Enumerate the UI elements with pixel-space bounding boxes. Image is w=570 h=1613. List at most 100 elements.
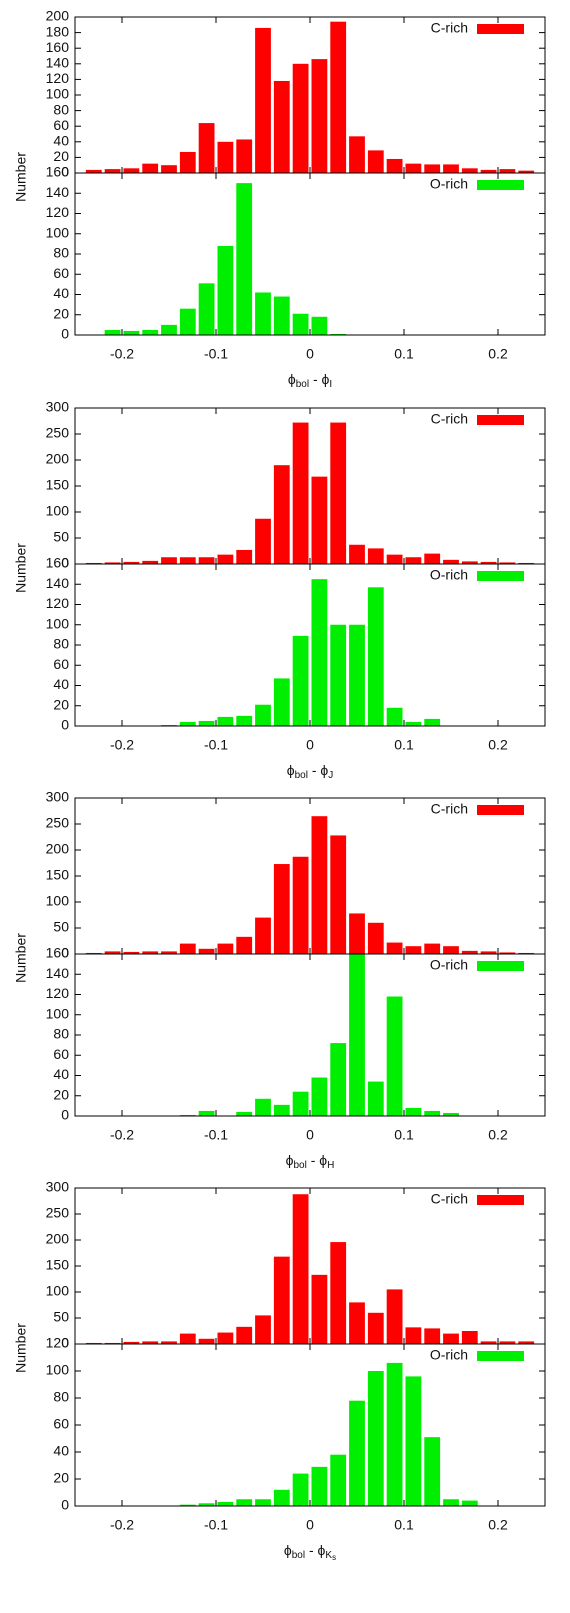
x-axis-label-part: s [332,1553,336,1562]
legend-swatch [477,180,524,190]
y-tick-label: 140 [46,575,70,591]
legend-swatch [477,415,524,425]
bars [179,954,459,1116]
x-tick-label: 0 [306,1517,314,1533]
bar [236,1326,253,1344]
bar [85,562,102,564]
legend-swatch [477,1195,524,1205]
bar [104,169,121,173]
bar [349,544,365,564]
legend-label: C-rich [431,801,468,817]
bar [255,518,271,564]
y-tick-label: 20 [53,696,69,712]
bar [367,922,384,954]
bar [104,1342,121,1344]
bar [518,952,535,954]
bar [142,951,159,954]
bar [273,1256,290,1344]
bar [179,557,196,564]
bar [161,557,177,564]
bar [311,579,328,726]
bar [292,1091,309,1116]
bar [386,707,403,726]
x-tick-label: 0.2 [488,1127,508,1143]
y-tick-label: 160 [46,555,70,571]
bar [424,164,441,173]
y-tick-label: 140 [46,184,70,200]
y-tick-label: 150 [46,867,70,883]
x-axis-label: ϕbol - ϕI [288,371,332,390]
y-tick-label: 0 [61,326,69,342]
y-tick-label: 0 [61,164,69,180]
plot-frame [74,563,546,727]
plot-frame [74,953,546,1117]
bar [292,63,309,173]
bar [236,1499,253,1506]
bar [273,1489,290,1506]
bar [499,952,516,954]
bar [443,164,459,173]
y-tick-label: 0 [61,945,69,961]
legend-swatch [477,571,524,581]
bar [424,1110,441,1116]
y-tick-label: 0 [61,717,69,733]
bar [255,292,271,335]
bar [386,1362,403,1506]
y-tick-label: 100 [46,224,70,240]
y-tick-label: 80 [53,1026,69,1042]
bar [424,1328,441,1344]
bar [367,1081,384,1116]
bar [443,946,459,954]
bar [424,718,441,726]
bar [217,716,234,726]
bars [85,21,535,173]
bar [236,715,253,726]
bar [349,1302,365,1344]
y-tick-label: 80 [53,1389,69,1405]
x-axis-label-part: bol [295,770,308,781]
bar [104,562,121,564]
bar [255,704,271,726]
legend-label: O-rich [430,567,468,583]
bar [142,1341,159,1344]
y-tick-label: 50 [53,529,69,545]
bar [311,59,328,173]
x-axis-label: ϕbol - ϕKs [284,1542,336,1562]
bar [161,165,177,173]
x-tick-label: 0.1 [394,737,414,753]
bar [330,1043,347,1116]
bar [273,1104,290,1116]
y-axis-label: Number [13,933,29,983]
bar [292,1473,309,1506]
bar [292,1194,309,1344]
bar [480,169,497,173]
bar [255,1499,271,1506]
bar [311,316,328,335]
bar [330,1242,347,1344]
y-tick-label: 300 [46,789,70,805]
legend-label: C-rich [431,411,468,427]
bar [161,1341,177,1344]
bar [255,27,271,173]
y-tick-label: 80 [53,245,69,261]
bar [443,1333,459,1344]
x-tick-label: -0.2 [110,346,134,362]
x-tick-label: 0.1 [394,1517,414,1533]
bar [443,559,459,564]
bar [405,1376,422,1506]
bar [405,1107,422,1116]
bars [104,183,347,335]
y-tick-label: 140 [46,55,70,71]
y-tick-label: 50 [53,919,69,935]
legend-swatch [477,24,524,34]
bar [292,635,309,726]
bar [367,1312,384,1344]
bar [273,864,290,954]
bar [198,1338,215,1344]
bar [179,721,196,726]
bar [85,169,102,173]
bar [161,951,177,954]
x-axis-label-part: ϕ [284,1542,292,1558]
bar [330,624,347,726]
y-tick-label: 40 [53,285,69,301]
